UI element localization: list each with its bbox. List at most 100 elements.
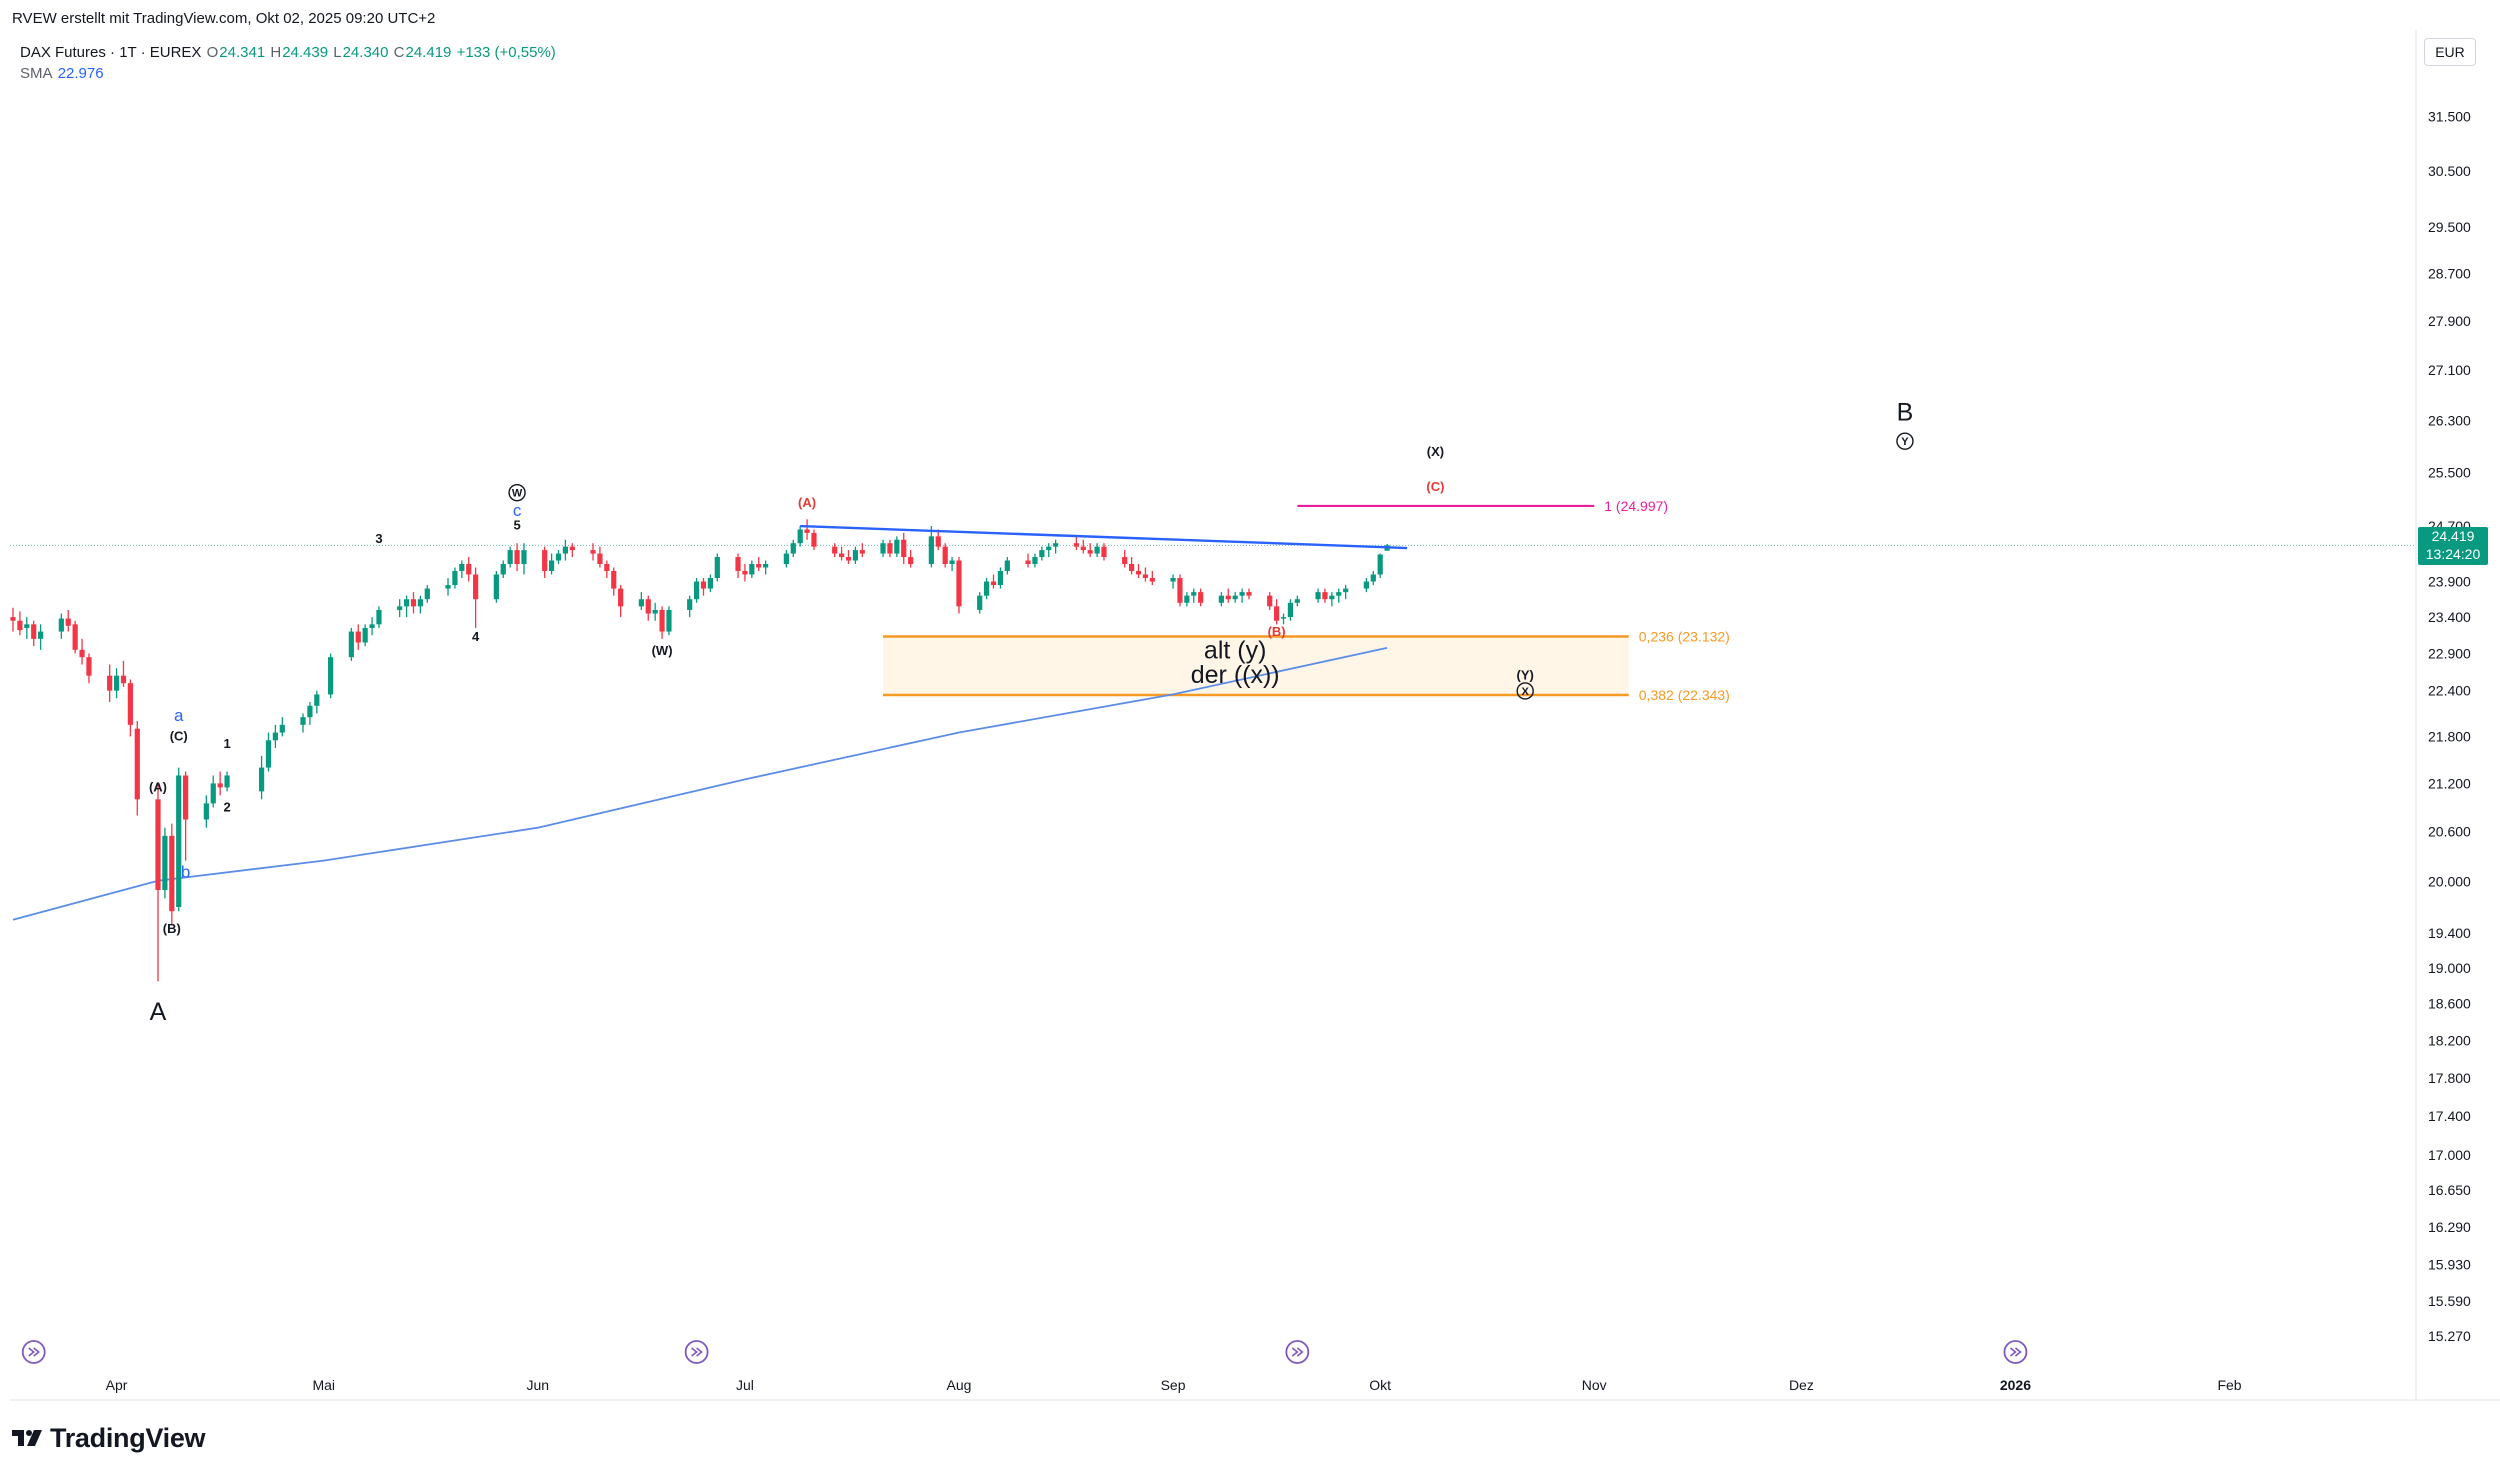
candle-body (1149, 577, 1155, 582)
candle (1329, 592, 1335, 607)
chart-credit: RVEW erstellt mit TradingView.com, Okt 0… (12, 10, 436, 27)
candle-body (666, 609, 672, 632)
candle-body (638, 599, 644, 607)
candles[interactable] (10, 519, 1390, 982)
candle-body (1039, 550, 1045, 558)
candle-body (127, 683, 133, 725)
fib-zone[interactable]: 0,236 (23.132) 0,382 (22.343) (883, 629, 1730, 703)
candle-body (328, 657, 334, 695)
candle (852, 546, 859, 564)
candle (466, 557, 472, 582)
wave-label: Y (1901, 436, 1909, 448)
candle (1135, 563, 1142, 578)
candle-body (410, 599, 417, 607)
candle-body (507, 550, 513, 564)
ohlc-row: DAX Futures · 1T · EUREX O24.341 H24.439… (20, 42, 557, 63)
candle (65, 609, 71, 632)
time-tick-label: Dez (1789, 1377, 1814, 1393)
candle-body (590, 550, 596, 554)
candle (1032, 553, 1038, 568)
wave-label: a (174, 706, 184, 725)
candle (749, 560, 755, 578)
wave-label: B (1897, 398, 1914, 426)
candle (555, 550, 562, 564)
time-tick-label: Mai (312, 1377, 335, 1393)
tradingview-logo[interactable]: TradingView (12, 1421, 206, 1455)
price-tick-label: 17.400 (2428, 1108, 2471, 1124)
candle (652, 602, 658, 621)
candle-body (707, 577, 714, 589)
candle-body (120, 675, 127, 684)
target-line[interactable]: 1 (24.997) (1297, 498, 1668, 514)
ohlc-open-value: 24.341 (219, 44, 266, 61)
replay-icon[interactable] (2003, 1340, 2028, 1364)
wave-label: (B) (163, 921, 181, 936)
candle-body (852, 550, 859, 561)
wave-label: 3 (375, 531, 382, 546)
candle (224, 771, 230, 792)
candle (790, 539, 796, 558)
candle (666, 606, 672, 636)
candle (473, 567, 479, 628)
candle-body (224, 775, 230, 788)
time-axis[interactable]: Apr Mai Jun Jul Aug Sep Okt Nov Dez 2026 Feb (106, 1377, 2242, 1393)
candle (901, 532, 907, 564)
price-tick-label: 16.290 (2428, 1219, 2471, 1235)
candle-body (1336, 592, 1342, 596)
bar-countdown: 13:24:20 (2425, 546, 2481, 562)
candle-body (749, 563, 755, 575)
candle-body (38, 631, 44, 639)
wave-label: (B) (1268, 624, 1286, 639)
candle (956, 557, 962, 614)
wave-label: 1 (223, 736, 230, 751)
candle (1177, 574, 1183, 607)
candle-body (997, 570, 1004, 586)
price-tick-label: 25.500 (2428, 464, 2471, 480)
candle (355, 624, 361, 650)
wave-label: alt (y) (1204, 637, 1267, 665)
candle-body (901, 539, 907, 558)
price-tick-label: 18.200 (2428, 1032, 2471, 1048)
candle (894, 536, 900, 558)
candle (714, 553, 720, 582)
currency-selector[interactable]: EUR (2424, 38, 2476, 66)
candle (1267, 592, 1273, 610)
candle-body (58, 618, 64, 632)
wave-label: W (512, 488, 523, 500)
replay-icon[interactable] (21, 1340, 46, 1364)
candle (376, 606, 382, 628)
candle-body (107, 675, 113, 691)
candle-body (10, 617, 16, 621)
candle (645, 595, 651, 621)
trendline[interactable] (800, 524, 1408, 550)
candle (845, 550, 852, 564)
candle-body (1246, 592, 1252, 596)
sma-row[interactable]: SMA 22.976 (20, 63, 557, 84)
candle-body (86, 657, 92, 676)
candle (542, 546, 548, 578)
candle-body (1191, 592, 1197, 596)
replay-icon[interactable] (1285, 1340, 1310, 1364)
candle-body (1073, 543, 1079, 547)
candle (1129, 557, 1135, 575)
candle-body (1280, 617, 1287, 619)
candle-body (134, 728, 140, 800)
candle-body (1053, 543, 1059, 547)
candle-body (597, 553, 603, 564)
candle (1191, 588, 1197, 603)
sma-line[interactable] (12, 647, 1388, 921)
candle (445, 577, 451, 596)
price-axis[interactable]: 31.500 30.500 29.500 28.700 27.900 27.100 26.3… (2428, 109, 2471, 1344)
candle (210, 775, 216, 808)
symbol-label[interactable]: DAX Futures · 1T · EUREX (20, 44, 202, 61)
replay-icon[interactable] (684, 1340, 709, 1364)
candle (859, 543, 865, 558)
candle-body (72, 624, 78, 650)
candle (797, 526, 803, 547)
candle (990, 574, 997, 589)
fib-zone-fill (883, 636, 1629, 695)
current-price-tag: 24.419 13:24:20 (2418, 527, 2488, 565)
current-price-value: 24.419 (2431, 528, 2475, 544)
replay-markers[interactable] (21, 1340, 2028, 1364)
